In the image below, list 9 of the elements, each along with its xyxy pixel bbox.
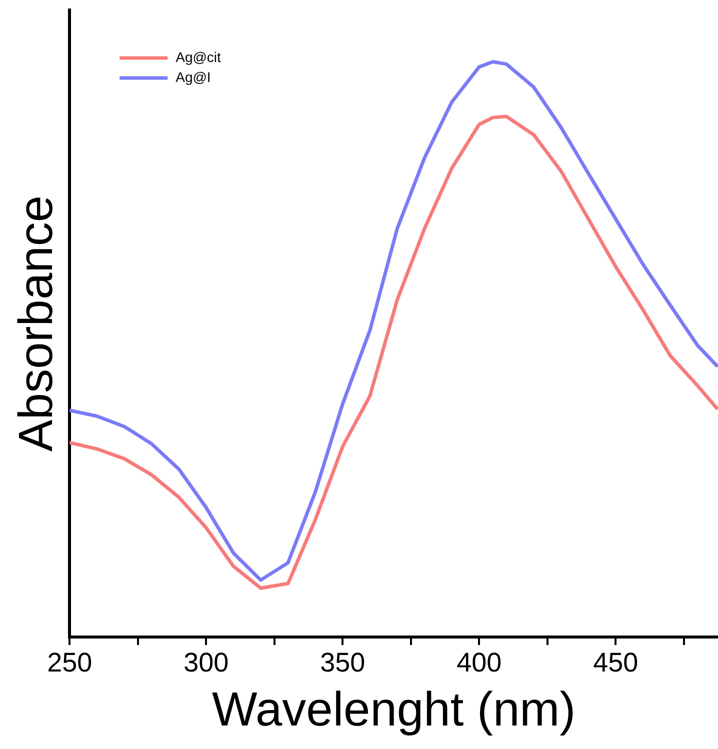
legend-label: Ag@cit [176, 48, 222, 65]
y-axis-title: Absorbance [10, 195, 64, 452]
x-tick-label: 250 [47, 648, 92, 678]
x-tick-label: 450 [593, 648, 638, 678]
legend-label: Ag@I [176, 68, 211, 85]
x-tick-label: 300 [184, 648, 229, 678]
x-axis-title: Wavelenght (nm) [212, 683, 576, 736]
x-tick-label: 400 [456, 648, 502, 678]
x-tick-label: 350 [320, 648, 366, 678]
